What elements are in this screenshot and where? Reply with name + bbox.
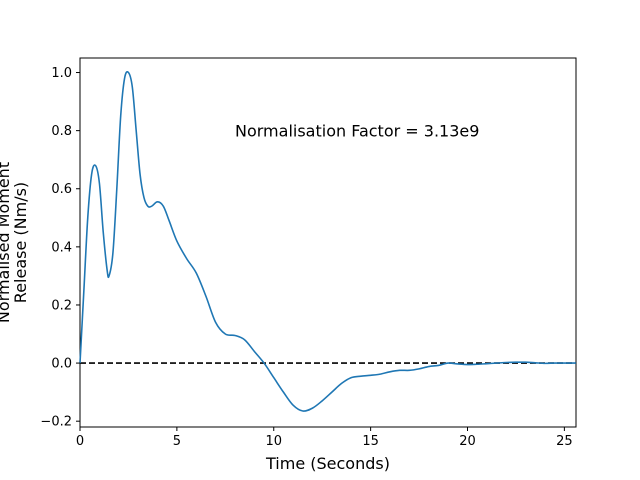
y-axis-label: Normalised Moment Release (Nm/s) [0,162,30,323]
plot-area [79,57,577,428]
x-axis-label: Time (Seconds) [265,454,390,473]
y-axis-label-line-1: Normalised Moment [0,162,13,323]
y-tick-label: −0.2 [40,415,72,430]
y-tick-label: 0.6 [51,182,72,197]
x-tick-label: 5 [173,434,181,449]
plot-frame [79,57,577,428]
y-tick-label: 0.8 [51,124,72,139]
x-tick-label: 10 [265,434,282,449]
x-tick-label: 25 [556,434,573,449]
x-axis-ticks: 0 5 10 15 20 25 [76,427,573,449]
series-line-0 [79,71,576,412]
x-tick-label: 0 [76,434,84,449]
y-tick-label: 0.0 [51,357,72,372]
y-axis-ticks: −0.2 0.0 0.2 0.4 0.6 0.8 1.0 [40,66,80,430]
y-axis-label-line-2: Release (Nm/s) [11,182,30,303]
y-tick-label: 0.2 [51,298,72,313]
y-tick-label: 1.0 [51,66,72,81]
normalisation-annotation: Normalisation Factor = 3.13e9 [235,122,479,141]
x-tick-label: 15 [362,434,379,449]
x-tick-label: 20 [459,434,476,449]
y-tick-label: 0.4 [51,240,72,255]
series-group [79,71,576,412]
